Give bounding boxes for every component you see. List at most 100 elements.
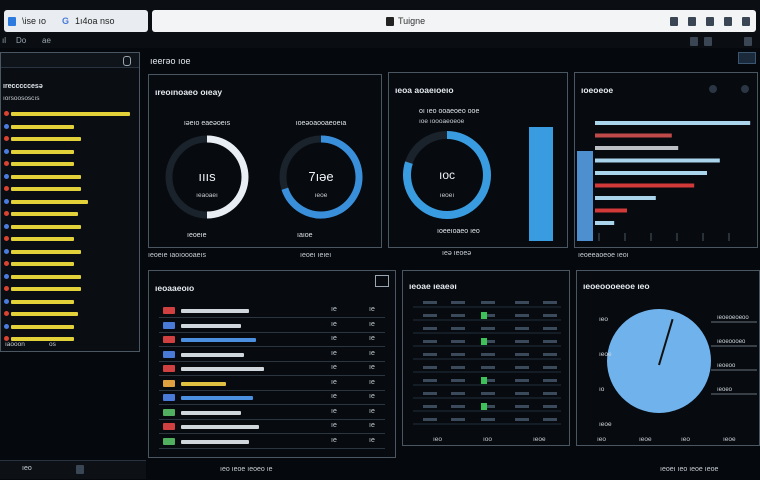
grid-cell bbox=[481, 366, 495, 369]
cloud-icon[interactable] bbox=[704, 37, 712, 46]
left-bar[interactable] bbox=[11, 224, 81, 229]
table-footer: ıeo ıeoe ıeoeo ıe bbox=[220, 466, 273, 473]
left-bar[interactable] bbox=[11, 124, 74, 129]
pie-footer: ıeo bbox=[597, 436, 606, 443]
row-value: ıe bbox=[331, 364, 337, 371]
grid-cell bbox=[451, 405, 465, 408]
row-bar[interactable] bbox=[181, 396, 253, 400]
grid-footer: ıeo bbox=[433, 436, 442, 443]
gauge-caption: ıeoe bbox=[315, 192, 328, 199]
row-value: ıe bbox=[331, 306, 337, 313]
settings-icon[interactable] bbox=[744, 37, 752, 46]
row-bar[interactable] bbox=[181, 352, 244, 357]
grid-cell bbox=[515, 327, 529, 330]
row-bar[interactable] bbox=[181, 381, 226, 386]
gauge-arc bbox=[206, 135, 249, 219]
toggle-icon[interactable] bbox=[123, 56, 131, 66]
left-bar[interactable] bbox=[11, 137, 81, 141]
left-panel-subtitle: ıorsoososcıs bbox=[3, 95, 40, 102]
grid-cell bbox=[451, 327, 465, 330]
address-bar[interactable]: Tuigne bbox=[152, 10, 756, 32]
row-bar[interactable] bbox=[181, 323, 241, 328]
grid-mark bbox=[481, 377, 487, 384]
row-bar[interactable] bbox=[181, 410, 241, 415]
row-bar[interactable] bbox=[181, 367, 264, 371]
left-bar[interactable] bbox=[11, 174, 81, 179]
left-bar-dot bbox=[4, 123, 9, 129]
donut-panel-title: ıreoınoaeo oıeay bbox=[155, 87, 223, 97]
row-value: ıe bbox=[331, 320, 337, 328]
left-bar[interactable] bbox=[11, 312, 79, 316]
app-menubar: ıl Do ae bbox=[0, 34, 760, 48]
grid-cell bbox=[451, 353, 465, 356]
left-bar[interactable] bbox=[11, 112, 130, 116]
expand-icon[interactable] bbox=[375, 275, 389, 287]
status-left-text: ıeo bbox=[22, 465, 32, 472]
left-bar[interactable] bbox=[11, 324, 74, 329]
grid-cell bbox=[515, 405, 529, 408]
hbar-bar bbox=[595, 221, 615, 225]
menu-item[interactable]: Do bbox=[16, 36, 27, 45]
row-bar[interactable] bbox=[181, 425, 259, 429]
grid-footer: ıoo bbox=[483, 436, 492, 443]
left-bar[interactable] bbox=[11, 262, 74, 266]
menu-item[interactable]: ıl bbox=[2, 36, 6, 45]
menu-icon[interactable] bbox=[742, 16, 750, 26]
left-bar[interactable] bbox=[11, 237, 74, 241]
grid-cell bbox=[543, 301, 557, 304]
browser-tab[interactable]: \ise ıo G 1ı4oa nso bbox=[4, 10, 148, 32]
chat-icon[interactable] bbox=[76, 465, 84, 474]
grid-cell bbox=[543, 405, 557, 408]
left-bar[interactable] bbox=[11, 274, 81, 279]
grid-cell bbox=[423, 340, 437, 343]
lock-icon[interactable] bbox=[690, 37, 698, 46]
row-bar[interactable] bbox=[181, 309, 249, 313]
grid-cell bbox=[451, 392, 465, 395]
left-bar[interactable] bbox=[11, 162, 74, 166]
grid-cell bbox=[423, 366, 437, 369]
hbar-footer: ıeoeeaoeoe ıeoı bbox=[578, 252, 629, 259]
more-icon[interactable] bbox=[741, 85, 749, 93]
row-value-2: ıe bbox=[369, 393, 375, 400]
grid-cell bbox=[423, 392, 437, 395]
left-bar-dot bbox=[4, 223, 9, 229]
donut-footer-right: ıaıoe bbox=[297, 232, 313, 239]
grid-cell bbox=[451, 418, 465, 421]
row-icon bbox=[163, 437, 175, 445]
row-icon bbox=[163, 350, 175, 358]
star-icon[interactable] bbox=[670, 16, 678, 26]
window-icon[interactable] bbox=[738, 52, 756, 64]
hbar-panel-title: ıoeoeoe bbox=[581, 85, 614, 95]
profile-icon[interactable] bbox=[724, 16, 732, 26]
left-bar[interactable] bbox=[11, 249, 81, 254]
grid-cell bbox=[451, 340, 465, 343]
left-bar[interactable] bbox=[11, 337, 74, 341]
left-bar[interactable] bbox=[11, 149, 74, 154]
grid-cell bbox=[451, 379, 465, 382]
gauge-value: ıoc bbox=[439, 168, 455, 182]
grid-chart: ıeo ıoo ıeoe bbox=[413, 301, 561, 443]
row-icon bbox=[163, 336, 175, 343]
download-icon[interactable] bbox=[706, 16, 714, 26]
left-bar[interactable] bbox=[11, 287, 81, 291]
row-value: ıe bbox=[331, 349, 337, 357]
left-bar[interactable] bbox=[11, 299, 74, 304]
extension-icon[interactable] bbox=[688, 16, 696, 26]
grid-mark bbox=[481, 312, 487, 319]
left-panel-title: ırecccccesə bbox=[3, 83, 43, 90]
row-divider bbox=[159, 418, 385, 420]
info-icon[interactable] bbox=[709, 85, 717, 93]
menu-item[interactable]: ae bbox=[42, 36, 51, 45]
pie-footer: ıeoe bbox=[723, 436, 736, 443]
row-bar[interactable] bbox=[181, 338, 256, 342]
pie-footer: ıeoe bbox=[639, 436, 652, 443]
left-bar[interactable] bbox=[11, 212, 79, 216]
row-bar[interactable] bbox=[181, 439, 249, 444]
row-value: ıe bbox=[331, 422, 337, 429]
grid-cell bbox=[515, 353, 529, 356]
grid-cell bbox=[543, 327, 557, 330]
left-bar[interactable] bbox=[11, 199, 88, 204]
row-divider bbox=[159, 375, 385, 376]
grid-panel-title: ıeoae ıeaeəı bbox=[409, 281, 457, 291]
left-bar[interactable] bbox=[11, 187, 81, 191]
